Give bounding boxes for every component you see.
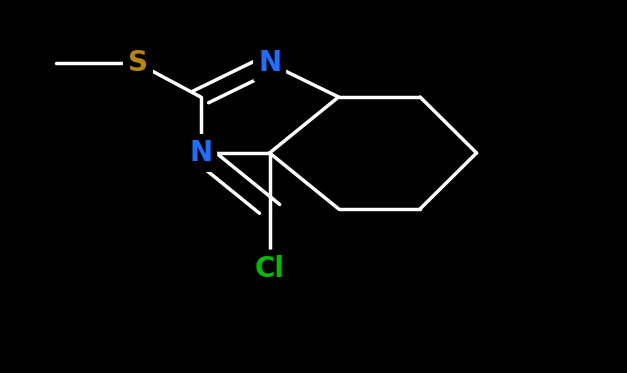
Text: N: N [189, 139, 212, 167]
Text: N: N [258, 49, 281, 78]
Text: Cl: Cl [255, 254, 285, 283]
Text: S: S [128, 49, 148, 78]
